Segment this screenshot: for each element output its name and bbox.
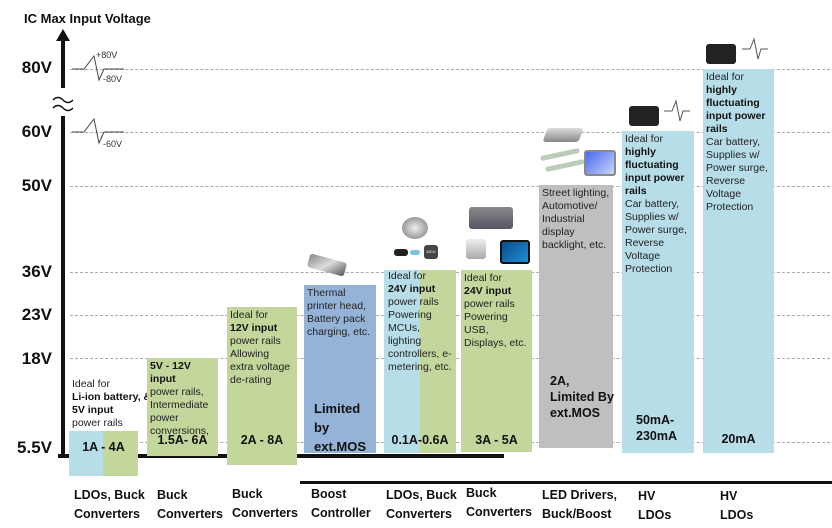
- x-label-7: LED Drivers, Buck/Boost: [542, 488, 618, 521]
- arrow-image: [410, 250, 420, 255]
- gridline-50v: [70, 186, 830, 187]
- bar-9-current: 20mA: [721, 432, 756, 446]
- car-battery-image: [629, 106, 659, 126]
- monitor-image: [584, 150, 616, 176]
- y-axis-arrow-icon: [56, 29, 70, 41]
- transient-minus-80v-label: -80V: [103, 74, 123, 84]
- gridline-80v: [70, 69, 830, 70]
- bar-1-ldo-segment: [69, 431, 103, 476]
- bar-4-current: Limited by ext.MOS: [314, 401, 367, 454]
- bar-3-current: 2A - 8A: [240, 433, 284, 447]
- mcu-chip-image: MCU: [424, 245, 438, 259]
- y-axis: [61, 38, 65, 456]
- car-battery-image-2: [706, 44, 736, 64]
- bar-9: Ideal for highly fluctuating input power…: [703, 69, 774, 453]
- y-tick-50v: 50V: [21, 176, 52, 195]
- x-label-2: Buck Converters: [157, 488, 223, 521]
- bar-5-current: 0.1A-0.6A: [391, 433, 449, 447]
- x-label-4: Boost Controller: [311, 487, 371, 520]
- display-image: [500, 240, 530, 264]
- y-axis-break: [60, 88, 68, 116]
- street-light-image: [542, 128, 584, 142]
- bar-5-buck-segment: [420, 270, 456, 453]
- bar-8-current: 50mA-230mA: [636, 413, 677, 443]
- bar-8: Ideal for highly fluctuating input power …: [622, 131, 694, 453]
- y-tick-60v: 60V: [21, 122, 52, 141]
- y-tick-36v: 36V: [21, 262, 52, 281]
- voltage-spike-icon-2: [742, 37, 768, 60]
- bar-1-buck-segment: [103, 431, 138, 476]
- voltage-spike-icon: [664, 99, 690, 122]
- bar-5-ldo-segment: [384, 270, 420, 453]
- gridline-60v: [70, 132, 830, 133]
- led-strip-image-2: [544, 158, 586, 173]
- transient-60v-waveform-icon: [72, 117, 124, 145]
- bar-2-current: 1.5A- 6A: [157, 433, 208, 447]
- transient-80v-waveform-icon: [72, 54, 124, 82]
- bar-4: Thermal printer head, Battery pack charg…: [304, 285, 376, 453]
- bar-1-current: 1A - 4A: [82, 440, 125, 454]
- transient-minus-60v-label: -60V: [103, 139, 123, 149]
- x-label-9: HV LDOs: [720, 489, 754, 522]
- bar-5-description: Ideal for 24V input power rails Powering M…: [388, 270, 452, 373]
- bar-2: 5V - 12V input power rails, Intermediate …: [147, 358, 218, 456]
- x-label-3: Buck Converters: [232, 487, 298, 520]
- bar-3: Ideal for 12V input power rails Allowing e…: [227, 307, 297, 465]
- y-tick-5-5v: 5.5V: [17, 438, 52, 457]
- usb-port-image: [466, 239, 486, 259]
- led-strip-image: [539, 147, 581, 162]
- chart-title: IC Max Input Voltage: [24, 11, 151, 26]
- axis-break-icon: [52, 96, 74, 112]
- usb-hub-image: [469, 207, 513, 229]
- bar-7: Street lighting, Automotive/ Industrial …: [539, 185, 613, 448]
- y-tick-23v: 23V: [21, 305, 52, 324]
- bar-1-description: Ideal for Li-ion battery, & 5V input pow…: [72, 378, 152, 429]
- transient-plus-80v-label: +80V: [96, 50, 118, 60]
- x-label-6: Buck Converters: [466, 486, 532, 519]
- ic-chip-image: [394, 249, 408, 256]
- y-tick-18v: 18V: [21, 349, 52, 368]
- y-tick-80v: 80V: [21, 58, 52, 77]
- x-label-5: LDOs, Buck Converters: [386, 488, 457, 521]
- x-label-8: HV LDOs: [638, 489, 672, 522]
- bar-6: Ideal for 24V input power rails Powering U…: [461, 270, 532, 452]
- e-meter-image: [402, 217, 428, 239]
- thermal-printer-image: [306, 253, 348, 277]
- bar-7-current: 2A, Limited By ext.MOS: [550, 374, 614, 420]
- x-axis-extension: [300, 481, 832, 484]
- x-label-1: LDOs, Buck Converters: [74, 488, 145, 521]
- bar-6-current: 3A - 5A: [475, 433, 518, 447]
